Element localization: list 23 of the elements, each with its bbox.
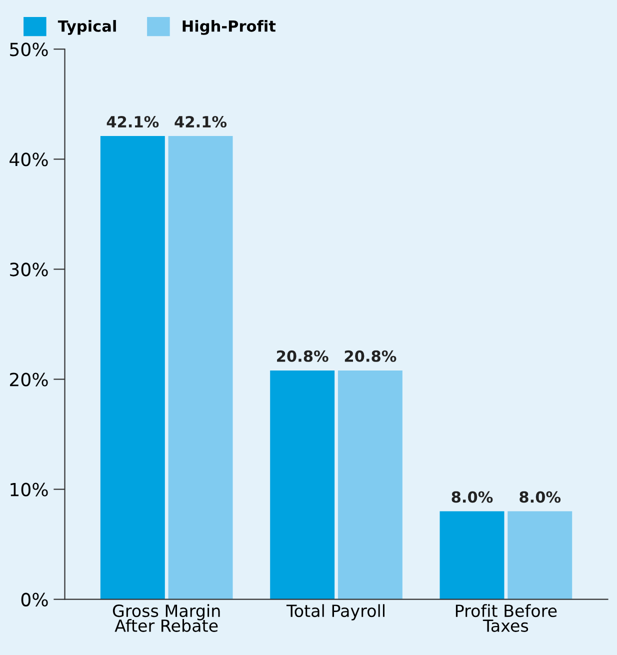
y-tick-label: 50%	[10, 42, 48, 56]
x-tick-label: Profit Before Taxes	[456, 604, 557, 632]
legend-label: High-Profit	[182, 20, 276, 35]
bar	[508, 511, 572, 600]
bar	[100, 136, 165, 600]
bar	[440, 511, 504, 600]
x-tick-label: Gross Margin After Rebate	[112, 604, 220, 632]
data-label: 20.8%	[277, 350, 328, 362]
bar	[338, 370, 402, 600]
y-tick-label: 40%	[10, 152, 48, 166]
data-label: 8.0%	[452, 491, 493, 503]
y-tick-label: 30%	[10, 262, 48, 276]
x-tick-label: Total Payroll	[286, 604, 384, 620]
bar	[168, 136, 233, 600]
data-label: 42.1%	[106, 116, 159, 128]
y-tick-label: 10%	[10, 482, 48, 496]
data-label: 20.8%	[344, 350, 396, 362]
data-label: 42.1%	[174, 116, 227, 128]
legend-label: Typical	[58, 20, 116, 35]
bar	[270, 370, 335, 600]
y-tick-label: 0%	[21, 592, 48, 606]
data-label: 8.0%	[520, 491, 561, 503]
y-tick-label: 20%	[10, 372, 48, 386]
